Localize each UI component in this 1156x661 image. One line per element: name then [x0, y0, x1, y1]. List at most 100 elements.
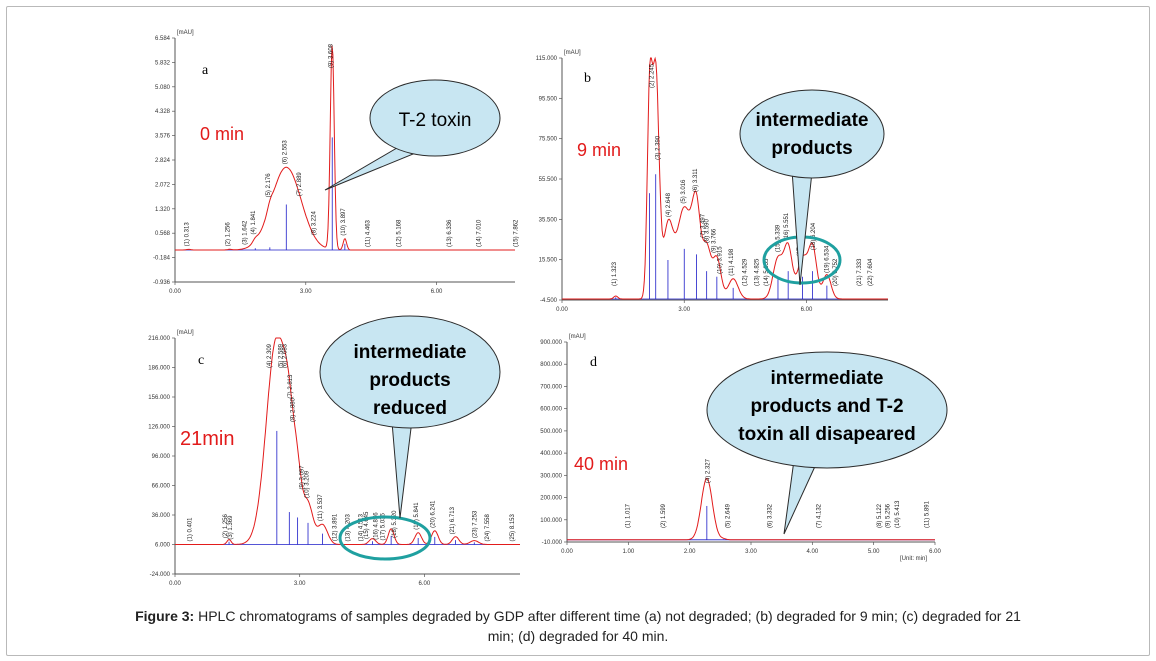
peak-label: (20) 6.241	[430, 500, 436, 528]
x-tick-label: 4.00	[806, 549, 818, 555]
peak-label: (10) 3.915	[718, 246, 724, 274]
peak-label: (8) 2.880	[291, 397, 297, 422]
peak-label: (7) 2.889	[297, 172, 303, 197]
y-tick-label: 600.000	[540, 407, 562, 413]
chromatogram-c-svg: [mAU] 216.000 186.000 156.000 126.000 96.000 6…	[148, 315, 520, 587]
peak-label: (10) 5.413	[895, 500, 901, 528]
y-tick-label: 400.000	[540, 451, 562, 457]
peak-label: (10) 3.897	[341, 208, 347, 236]
y-tick-label: 75.500	[539, 137, 558, 143]
y-unit-label: [mAU]	[564, 50, 581, 56]
peak-label: (12) 3.891	[333, 513, 339, 541]
peak-label: (13) 4.203	[346, 513, 352, 541]
highlight-ellipse	[338, 515, 432, 561]
peak-label: (17) 5.036	[380, 512, 386, 540]
peak-label: (12) 4.529	[743, 258, 749, 286]
panel-letter: c	[198, 353, 204, 368]
y-tick-label: -0.936	[153, 280, 171, 286]
y-unit-label: [mAU]	[569, 334, 586, 340]
y-tick-label: 5.080	[155, 85, 171, 91]
peak-label: (1) 1.017	[625, 503, 631, 528]
callout-joint	[402, 141, 418, 152]
peak-label: (16) 5.551	[784, 212, 790, 240]
callout-bubble	[319, 315, 501, 429]
chromatogram-a-svg: [mAU] 6.584 5.832 5.080 4.328 3.576 2.824 2.072…	[153, 30, 520, 295]
peak-label: (12) 5.168	[396, 219, 402, 247]
x-tick-label: 6.00	[419, 581, 431, 587]
peak-label: (11) 5.891	[924, 500, 930, 528]
y-tick-label: 1.320	[155, 207, 171, 213]
peak-label: (5) 2.649	[725, 503, 731, 528]
y-tick-label: 126.000	[148, 425, 170, 431]
figure-frame	[6, 6, 1150, 656]
x-tick-label: 1.00	[622, 549, 634, 555]
peak-label: (9) 5.256	[885, 503, 891, 528]
time-label: 9 min	[577, 140, 621, 160]
x-tick-label: 3.00	[294, 581, 306, 587]
peak-label: (11) 4.198	[729, 248, 735, 276]
chromatogram-trace	[175, 45, 515, 251]
callout-text: products and T-2	[750, 396, 903, 417]
y-tick-label: 15.500	[539, 258, 558, 264]
peak-label: (14) 4.513	[359, 513, 365, 541]
y-tick-label: 216.000	[148, 336, 170, 342]
chromatogram-panel-a: [mAU] 6.584 5.832 5.080 4.328 3.576 2.824 2.072…	[130, 20, 525, 300]
y-tick-label: -4.500	[540, 298, 558, 304]
figure-caption: Figure 3: HPLC chromatograms of samples …	[130, 606, 1026, 646]
x-tick-label: 5.00	[868, 549, 880, 555]
peak-label: (21) 6.713	[450, 506, 456, 534]
y-tick-label: -24.000	[150, 572, 171, 578]
peak-label: (18) 5.320	[392, 510, 398, 538]
x-tick-label: 3.00	[745, 549, 757, 555]
y-tick-label: 2.072	[155, 182, 171, 188]
peak-label: (5) 3.016	[681, 179, 687, 204]
peak-label: (25) 8.153	[510, 513, 516, 541]
peak-label: (7) 4.132	[816, 503, 822, 528]
chromatogram-d-svg: [mAU] 900.000 800.000 700.000 600.000 500.000…	[540, 334, 948, 562]
y-tick-label: 900.000	[540, 340, 562, 346]
y-tick-label: 186.000	[148, 366, 170, 372]
peak-label: (8) 5.122	[877, 503, 883, 528]
peak-label: (11) 3.537	[318, 494, 324, 522]
callout-joint	[392, 416, 412, 422]
x-tick-label: 0.00	[169, 289, 181, 295]
callout-bubble	[369, 79, 501, 157]
peak-label: (1) 0.401	[188, 517, 194, 542]
peak-label: (11) 4.463	[366, 219, 372, 247]
peak-label: (15) 4.645	[364, 511, 370, 539]
chromatogram-panel-b: [mAU] 115.000 95.500 75.500 55.500 35.500 15.5…	[522, 40, 894, 320]
x-tick-label: 0.00	[556, 307, 568, 313]
chromatogram-panel-d: [mAU] 900.000 800.000 700.000 600.000 500.000…	[522, 330, 948, 590]
peak-label: (6) 3.332	[767, 503, 773, 528]
callout-joint	[792, 166, 812, 172]
peak-label: (3) 1.642	[243, 220, 249, 245]
time-label: 21min	[180, 428, 234, 450]
x-tick-label: 6.00	[801, 307, 813, 313]
peak-label: (19) 6.534	[824, 245, 830, 273]
chromatogram-trace	[175, 337, 520, 545]
time-label: 0 min	[200, 124, 244, 144]
y-tick-label: 0.568	[155, 231, 171, 237]
peak-label: (9) 3.097	[300, 465, 306, 490]
peak-label: (3) 1.369	[228, 515, 234, 540]
y-tick-label: 95.500	[539, 96, 558, 102]
callout-text: intermediate	[354, 342, 467, 363]
peak-label: (6) 3.311	[693, 168, 699, 192]
y-tick-label: 156.000	[148, 395, 170, 401]
callout-tail	[791, 169, 813, 286]
chromatogram-b-svg: [mAU] 115.000 95.500 75.500 55.500 35.500 15.5…	[536, 50, 888, 313]
peak-label: (6) 2.553	[282, 140, 288, 165]
y-tick-label: 2.824	[155, 158, 171, 164]
y-tick-label: 100.000	[540, 518, 562, 524]
peak-label: (2) 1.256	[223, 513, 229, 538]
peak-label: (13) 4.825	[755, 258, 761, 286]
peak-label: (4) 2.648	[666, 192, 672, 217]
peak-label: (13) 6.336	[447, 219, 453, 247]
peak-label: (9) 3.766	[711, 228, 717, 253]
peak-label: (15) 5.339	[776, 224, 782, 252]
callout-joint	[794, 456, 817, 462]
peak-label: (23) 7.253	[472, 510, 478, 538]
peak-label: (5) 2.176	[266, 173, 272, 198]
peak-label: (24) 7.558	[485, 513, 491, 541]
y-tick-label: 500.000	[540, 429, 562, 435]
